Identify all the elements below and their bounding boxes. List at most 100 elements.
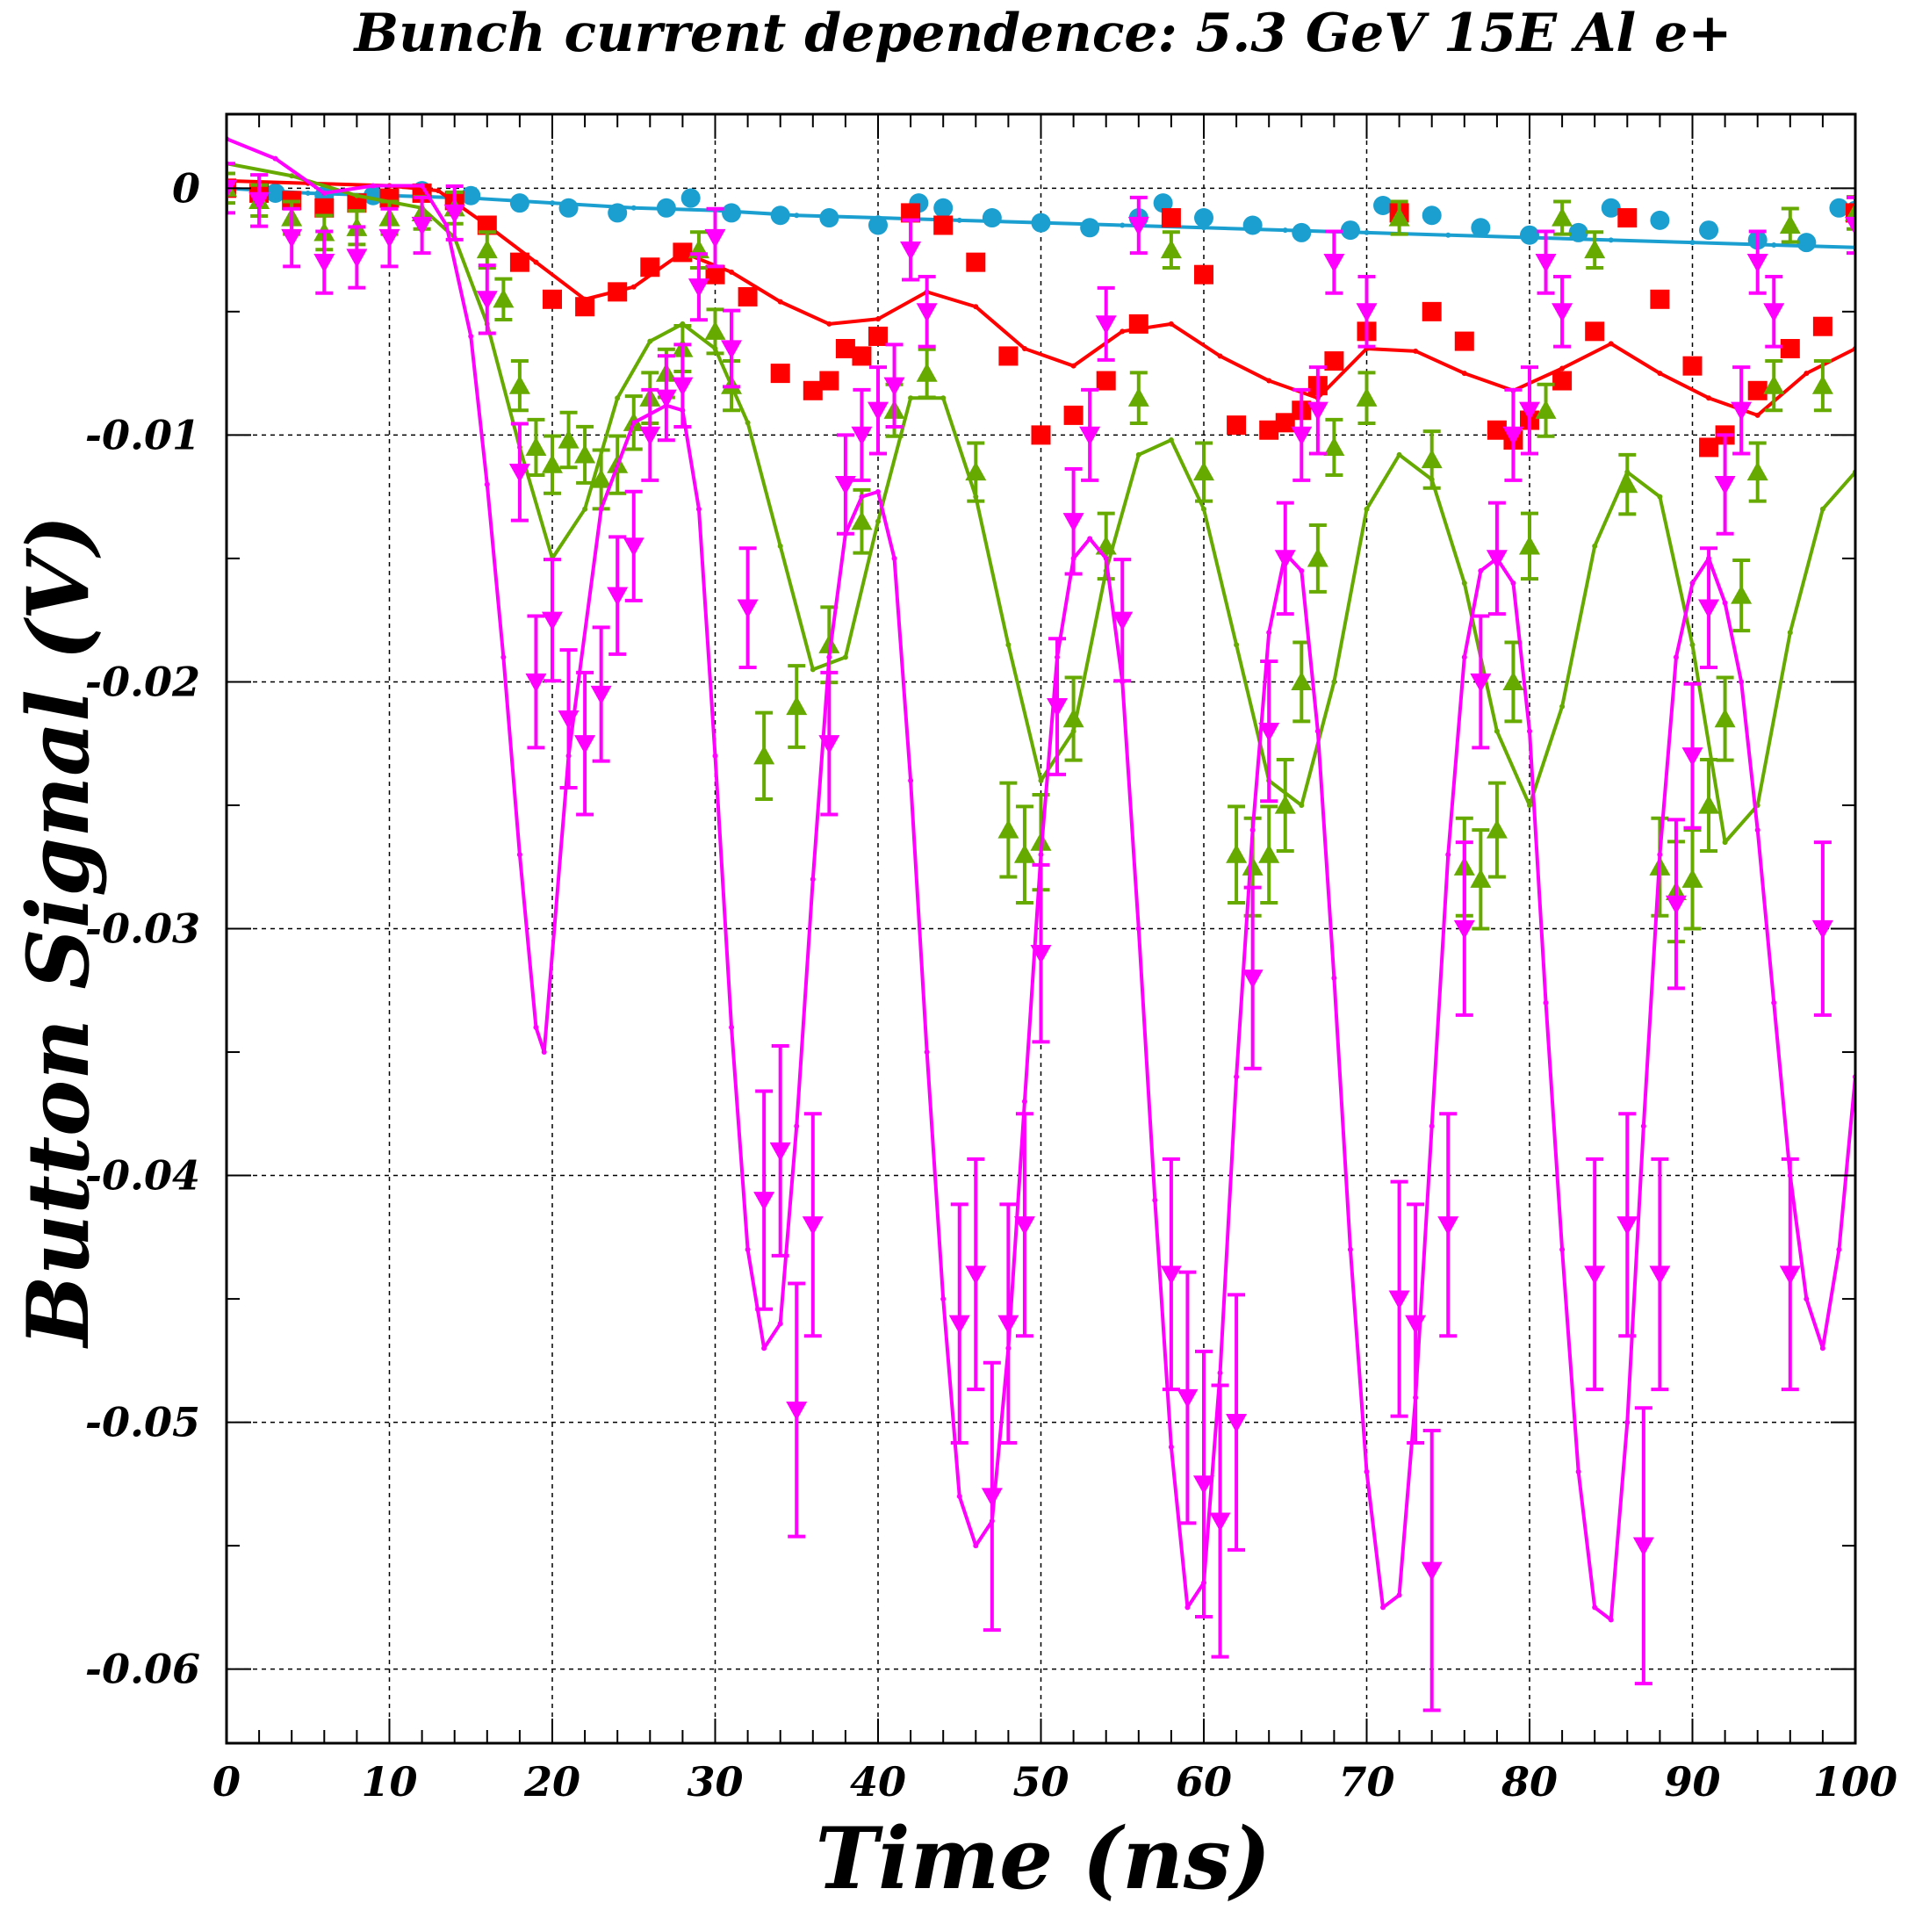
data-point-cyan [722, 203, 742, 223]
line-dot-magenta [1510, 580, 1516, 587]
line-dot-magenta [630, 420, 637, 426]
data-point-magenta [1470, 673, 1492, 693]
line-dot-magenta [419, 183, 425, 189]
line-dot-red [1657, 371, 1663, 377]
line-dot-cyan [1771, 242, 1777, 248]
data-point-magenta [655, 389, 677, 409]
data-point-green [1127, 387, 1149, 407]
data-point-magenta [1177, 1388, 1199, 1409]
data-point-magenta [1779, 1265, 1801, 1285]
data-point-magenta [1079, 426, 1101, 446]
line-dot-magenta [956, 1493, 962, 1499]
line-dot-magenta [1819, 1345, 1825, 1352]
line-dot-red [1804, 371, 1810, 377]
data-point-magenta [281, 228, 303, 249]
data-point-green [1062, 708, 1084, 728]
line-dot-red [1461, 371, 1467, 377]
data-point-green [1291, 671, 1313, 691]
y-axis-title: Button Signal (V) [9, 515, 108, 1349]
data-point-magenta [851, 426, 873, 446]
line-dot-red [1413, 348, 1419, 354]
line-dot-red [875, 316, 881, 322]
data-point-red [673, 242, 693, 263]
line-dot-magenta [924, 1049, 930, 1056]
data-point-red [543, 289, 562, 309]
data-point-cyan [509, 193, 529, 213]
line-dot-magenta [370, 183, 376, 189]
data-point-magenta [378, 228, 400, 249]
data-point-magenta [1584, 1265, 1606, 1285]
data-point-cyan [770, 205, 790, 226]
data-point-magenta [1437, 1216, 1459, 1236]
y-tick-label: -0.01 [85, 411, 200, 458]
data-point-cyan [1340, 220, 1360, 241]
line-dot-magenta [1103, 555, 1109, 561]
data-point-magenta [607, 587, 629, 607]
line-dot-magenta [1429, 1123, 1435, 1129]
line-dot-red [777, 299, 783, 305]
line-dot-green [1331, 679, 1337, 685]
data-point-magenta [818, 735, 840, 754]
data-point-magenta [525, 673, 547, 693]
data-point-green [851, 510, 873, 530]
data-point-green [704, 321, 726, 340]
line-dot-red [973, 304, 979, 310]
line-dot-green [647, 338, 653, 344]
data-point-red [1552, 371, 1573, 391]
data-point-cyan [1153, 193, 1173, 213]
line-dot-green [842, 654, 848, 660]
line-dot-magenta [1021, 1099, 1027, 1105]
line-dot-green [582, 506, 588, 512]
data-point-magenta [1714, 475, 1736, 495]
line-dot-green [1819, 506, 1825, 512]
data-point-magenta [227, 179, 237, 199]
data-point-red [1063, 405, 1084, 425]
line-dot-magenta [940, 1296, 947, 1302]
line-dot-magenta [1364, 1468, 1370, 1474]
line-dot-magenta [443, 222, 450, 228]
line-dot-magenta [777, 1321, 783, 1327]
data-point-magenta [1356, 303, 1378, 322]
line-dot-magenta [1640, 1123, 1646, 1129]
data-point-magenta [1845, 216, 1855, 236]
data-point-cyan [868, 215, 888, 235]
line-dot-magenta [1689, 580, 1696, 587]
data-point-green [1486, 819, 1508, 839]
line-dot-magenta [1543, 999, 1549, 1006]
data-point-red [1324, 351, 1344, 371]
data-point-magenta [1291, 426, 1313, 446]
line-dot-magenta [891, 555, 897, 561]
line-dot-magenta [321, 190, 328, 196]
line-dot-red [1070, 363, 1076, 369]
data-point-green [1746, 461, 1768, 481]
line-dot-magenta [1461, 654, 1467, 660]
data-point-green [997, 819, 1019, 839]
data-point-cyan [558, 198, 579, 218]
data-point-cyan [1373, 195, 1393, 215]
x-tick-label: 80 [1501, 1758, 1558, 1806]
line-dot-magenta [1836, 1246, 1842, 1252]
x-tick-label: 20 [523, 1758, 580, 1806]
data-point-red [852, 346, 872, 366]
line-dot-magenta [908, 777, 914, 783]
data-point-magenta [1763, 303, 1785, 322]
data-point-green [1616, 473, 1638, 494]
line-dot-red [1559, 365, 1566, 371]
data-point-red [1812, 316, 1832, 336]
line-dot-green [1168, 437, 1174, 443]
data-point-cyan [608, 203, 628, 223]
x-axis-title: Time (ns) [816, 1809, 1271, 1908]
line-dot-magenta [1804, 1296, 1810, 1302]
data-point-cyan [933, 198, 954, 218]
data-point-green [916, 363, 938, 382]
data-point-cyan [461, 185, 481, 205]
data-point-magenta [574, 735, 596, 754]
data-point-magenta [1112, 611, 1134, 631]
data-point-green [1388, 207, 1410, 227]
data-point-magenta [1193, 1475, 1214, 1495]
data-point-green [508, 375, 530, 394]
data-point-magenta [1681, 747, 1703, 767]
data-point-magenta [834, 475, 856, 495]
data-point-green [1307, 547, 1328, 567]
